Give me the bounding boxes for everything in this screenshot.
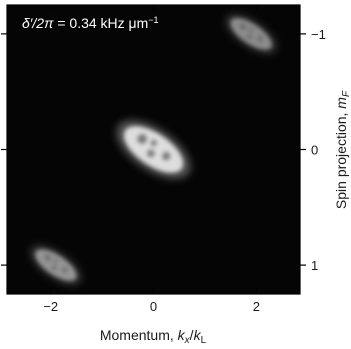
cloud-speckle	[249, 27, 254, 32]
axis-ticks	[1, 5, 306, 294]
cloud-speckle	[239, 23, 247, 30]
cloud-speckle	[137, 134, 147, 144]
cloud-speckle	[147, 149, 155, 158]
cloud-speckle	[44, 254, 51, 261]
cloud-speckle	[51, 265, 57, 271]
cloud-speckle	[61, 267, 68, 273]
y-tick-label-1: 0	[311, 143, 318, 158]
x-tick-label-1: 0	[150, 299, 157, 314]
cloud-speckle	[162, 151, 171, 161]
x-tick-label-0: −2	[43, 299, 58, 314]
x-tick-label-2: 2	[253, 299, 260, 314]
x-axis-label: Momentum, kx/kL	[100, 327, 207, 346]
cloud-speckle	[257, 35, 263, 42]
y-tick-label-0: −1	[311, 27, 326, 42]
cloud-speckle	[150, 139, 157, 147]
atom-cloud-2	[29, 245, 82, 286]
tick-labels: −2 0 2 −1 0 1	[43, 27, 326, 314]
y-tick-label-2: 1	[311, 258, 318, 273]
atom-clouds	[29, 13, 278, 286]
cloud-speckle	[246, 33, 253, 39]
annotation-text: δ′/2π = 0.34 kHz μm−1	[22, 15, 159, 31]
atom-cloud-1	[116, 120, 191, 179]
y-axis-label: Spin projection, mF	[333, 90, 351, 209]
atom-cloud-0	[225, 13, 278, 54]
cloud-speckle	[53, 258, 58, 263]
